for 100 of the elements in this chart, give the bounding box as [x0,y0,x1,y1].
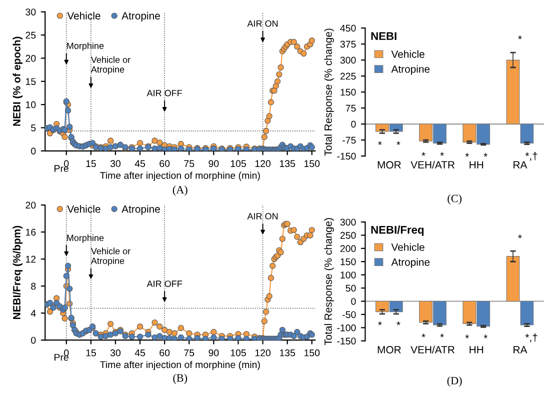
y-tick-label: 200 [340,245,356,252]
y-tick-label: 20 [26,202,36,209]
annotation: * * [465,152,488,157]
x-tick-label: 135 [280,349,296,356]
chart-title: NEBI/Freq [371,226,424,236]
y-tick-label: 20 [26,54,36,62]
y-tick-label: 150 [340,88,356,96]
x-tick-label: MOR [378,161,401,169]
text: (B) [173,374,188,384]
x-tick-label: 90 [208,349,219,356]
chart-title: NEBI [371,32,396,40]
y-tick-label: 0 [31,148,36,155]
annotation: * * [378,321,400,326]
x-tick-label: 150 [304,160,320,168]
x-tick-label: 15 [86,349,96,356]
x-tick-label: 0 [64,160,69,168]
ref-line-label: AIR OFF [146,90,182,96]
y-tick-label: 4 [30,310,36,317]
y-axis-title: Total Response (% change) [324,218,334,346]
x-tick-label: 45 [134,160,146,168]
x-tick-label: 60 [160,349,170,356]
legend-label: Atropine [122,205,160,215]
x-tick-label: 105 [230,349,246,356]
ref-line-label: Morphine [67,42,104,51]
text: (A) [172,186,188,196]
x-tick-label: 75 [184,160,194,168]
text: (D) [447,376,462,387]
ref-line-label: Morphine [67,234,104,243]
y-tick-label: 300 [340,218,356,226]
y-tick-label: 250 [340,232,356,239]
legend-label: Vehicle [391,50,424,58]
annotation: *,† [525,333,538,342]
legend-label: Vehicle [67,12,100,20]
annotation: * * [422,334,444,338]
legend-label: Vehicle [391,243,424,251]
annotation: * * [465,334,488,338]
y-tick-label: 75 [346,104,356,112]
x-tick-label: RA [514,346,528,354]
ref-line-label: Vehicle or Atropine [90,56,130,74]
x-tick-label: 120 [255,160,271,168]
y-tick-label: 300 [340,56,356,64]
ref-line-label: AIR ON [247,213,278,220]
annotation: *,† [525,152,538,161]
y-tick-label: -100 [337,324,356,332]
annotation: * [518,36,522,40]
ref-line-label: AIR ON [247,20,278,27]
y-tick-label: -150 [337,152,356,160]
y-tick-label: -50 [342,311,356,318]
y-tick-label: 8 [31,282,36,290]
x-tick-label: 150 [304,349,320,356]
x-tick-label: 135 [280,160,296,168]
y-axis-title: NEBI/Freq (%/bpm) [12,226,22,320]
text: (C) [448,194,462,204]
y-tick-label: 15 [26,78,36,85]
y-tick-label: 30 [26,8,36,16]
annotation: * [518,234,522,238]
x-tick-label: VEH/ATR [410,346,454,354]
legend-label: Atropine [391,258,430,268]
y-tick-label: 0 [351,298,356,305]
x-tick-label: 90 [208,160,219,168]
y-tick-label: 25 [26,32,36,39]
annotation: * * [378,141,400,145]
y-axis-title: NEBI (% of epoch) [12,36,22,126]
y-tick-label: 0 [351,120,356,128]
x-tick-label: 105 [230,160,246,168]
y-tick-label: 450 [340,24,356,32]
y-tick-label: -150 [337,338,356,345]
x-axis-title: Time after injection of morphine (min) [100,172,260,181]
y-tick-label: 0 [31,336,36,344]
x-tick-label: RA [514,161,528,168]
annotation: * * [422,152,444,156]
x-tick-label: 60 [160,160,170,168]
legend-label: Atropine [122,12,160,22]
y-tick-label: 150 [340,258,356,266]
ref-line-label: Vehicle or Atropine [90,248,130,266]
text: Pre [54,165,68,172]
y-tick-label: 12 [26,256,36,263]
x-tick-label: 120 [255,349,271,356]
x-tick-label: 30 [110,349,121,356]
y-tick-label: -75 [342,136,356,144]
ref-line-label: AIR OFF [146,280,182,287]
legend-label: Vehicle [67,205,100,213]
text: Pre [54,354,68,361]
x-axis-title: Time after injection of morphine (min) [100,360,260,370]
y-tick-label: 50 [346,284,356,292]
legend-label: Atropine [391,65,430,75]
y-axis-title: Total Response (% change) [324,28,334,156]
x-tick-label: HH [470,346,484,354]
y-tick-label: 16 [26,228,36,236]
x-tick-label: MOR [378,346,401,354]
y-tick-label: 5 [31,124,36,132]
y-tick-label: 375 [340,40,356,48]
x-tick-label: VEH/ATR [410,160,454,169]
x-tick-label: 45 [134,349,146,356]
x-tick-label: 75 [184,349,194,356]
y-tick-label: 225 [340,72,356,80]
x-tick-label: 30 [110,160,121,168]
y-tick-label: 100 [340,272,356,278]
x-tick-label: HH [470,161,484,168]
x-tick-label: 15 [86,160,96,168]
